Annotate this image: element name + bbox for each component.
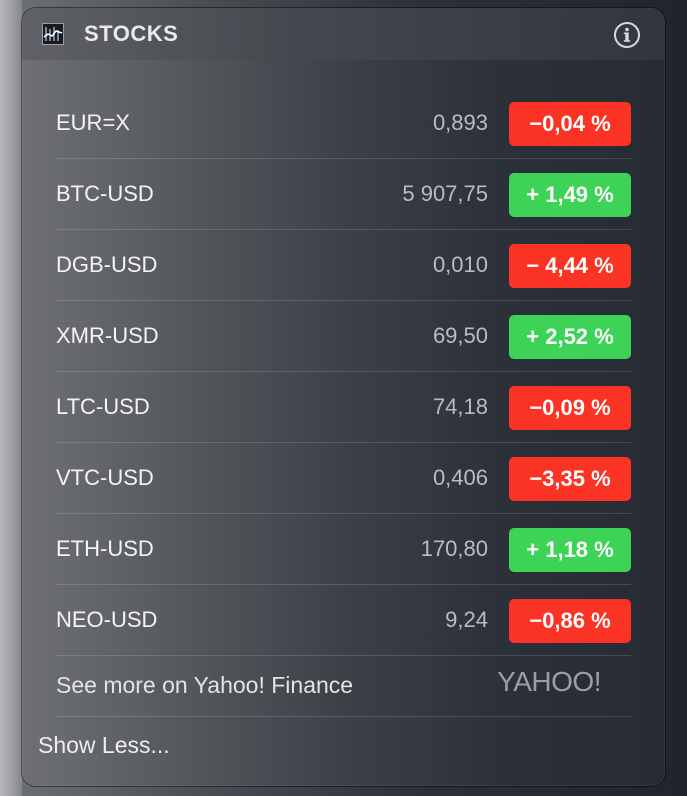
stock-price: 69,50 xyxy=(432,323,488,348)
stock-change-badge[interactable]: −0,86 % xyxy=(509,599,631,643)
yahoo-finance-link-row[interactable]: See more on Yahoo! Finance YAHOO! xyxy=(56,648,631,717)
stock-row-vtc[interactable]: VTC-USD 0,406 −3,35 % xyxy=(56,443,631,514)
stock-row-btc[interactable]: BTC-USD 5 907,75 + 1,49 % xyxy=(56,159,631,230)
info-icon[interactable] xyxy=(613,21,641,49)
widget-title: STOCKS xyxy=(84,21,179,46)
stock-symbol: VTC-USD xyxy=(56,465,154,490)
stock-change-badge[interactable]: + 2,52 % xyxy=(509,315,631,359)
stock-row-dgb[interactable]: DGB-USD 0,010 − 4,44 % xyxy=(56,230,631,301)
stock-price: 0,893 xyxy=(432,110,488,135)
stock-symbol: BTC-USD xyxy=(56,181,154,206)
stock-change-badge[interactable]: + 1,18 % xyxy=(509,528,631,572)
stock-symbol: LTC-USD xyxy=(56,394,150,419)
stock-price: 0,010 xyxy=(432,252,488,277)
stock-change-badge[interactable]: −0,04 % xyxy=(509,102,631,146)
stocks-chart-icon xyxy=(42,23,64,45)
stock-price: 0,406 xyxy=(432,465,488,490)
stock-price: 170,80 xyxy=(420,536,488,561)
stock-row-eur[interactable]: EUR=X 0,893 −0,04 % xyxy=(56,88,631,159)
show-less-button[interactable]: Show Less... xyxy=(38,732,170,758)
stock-row-xmr[interactable]: XMR-USD 69,50 + 2,52 % xyxy=(56,301,631,372)
stock-change-badge[interactable]: −0,09 % xyxy=(509,386,631,430)
desktop-background xyxy=(0,0,22,796)
stock-change-badge[interactable]: + 1,49 % xyxy=(509,173,631,217)
stock-symbol: NEO-USD xyxy=(56,607,158,632)
stock-row-eth[interactable]: ETH-USD 170,80 + 1,18 % xyxy=(56,514,631,585)
stock-row-neo[interactable]: NEO-USD 9,24 −0,86 % xyxy=(56,585,631,656)
stock-symbol: EUR=X xyxy=(56,110,130,135)
stock-symbol: XMR-USD xyxy=(56,323,159,348)
stocks-widget: STOCKS EUR=X 0,893 −0,04 % BTC-USD 5 907… xyxy=(22,8,665,786)
stock-change-badge[interactable]: − 4,44 % xyxy=(509,244,631,288)
stock-symbol: ETH-USD xyxy=(56,536,154,561)
stock-list: EUR=X 0,893 −0,04 % BTC-USD 5 907,75 + 1… xyxy=(56,88,631,656)
yahoo-logo: YAHOO! xyxy=(497,666,601,697)
stock-symbol: DGB-USD xyxy=(56,252,158,277)
see-more-link[interactable]: See more on Yahoo! Finance xyxy=(56,672,354,698)
stock-price: 9,24 xyxy=(445,607,488,632)
widget-header: STOCKS xyxy=(22,8,665,60)
stock-row-ltc[interactable]: LTC-USD 74,18 −0,09 % xyxy=(56,372,631,443)
stock-price: 74,18 xyxy=(432,394,488,419)
stock-price: 5 907,75 xyxy=(402,181,488,206)
stock-change-badge[interactable]: −3,35 % xyxy=(509,457,631,501)
